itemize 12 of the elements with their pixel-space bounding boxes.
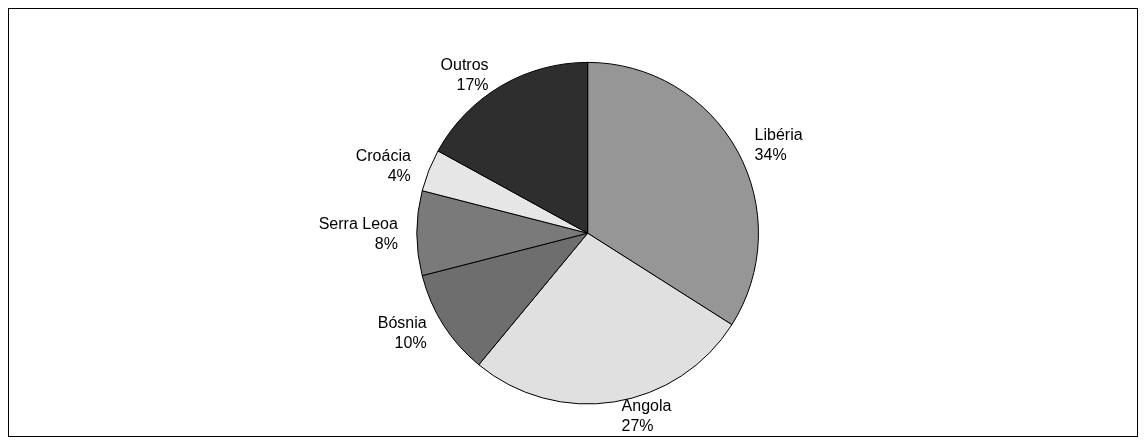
slice-label: Bósnia [377, 313, 427, 331]
slice-label: Libéria [754, 125, 803, 143]
slice-label: Serra Leoa [318, 214, 398, 232]
slice-label: Outros [440, 55, 489, 73]
data-label: 34% [754, 145, 787, 163]
slice-label: Angola [621, 396, 672, 414]
data-label: 4% [387, 166, 411, 184]
data-label: 10% [394, 333, 427, 351]
data-label: 17% [456, 75, 489, 93]
slice-label: Croácia [355, 146, 411, 164]
data-label: 27% [621, 416, 654, 434]
data-label: 8% [374, 234, 398, 252]
